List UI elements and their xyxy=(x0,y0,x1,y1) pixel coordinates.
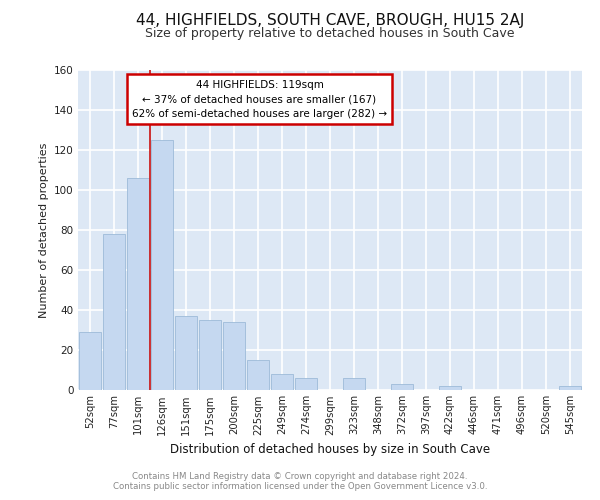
Bar xyxy=(103,234,125,390)
Bar xyxy=(199,320,221,390)
Y-axis label: Number of detached properties: Number of detached properties xyxy=(38,142,49,318)
Bar xyxy=(439,386,461,390)
Bar xyxy=(343,378,365,390)
Bar xyxy=(79,332,101,390)
Bar xyxy=(127,178,149,390)
Text: 44 HIGHFIELDS: 119sqm
← 37% of detached houses are smaller (167)
62% of semi-det: 44 HIGHFIELDS: 119sqm ← 37% of detached … xyxy=(132,80,387,119)
Text: Size of property relative to detached houses in South Cave: Size of property relative to detached ho… xyxy=(145,28,515,40)
Text: Contains HM Land Registry data © Crown copyright and database right 2024.: Contains HM Land Registry data © Crown c… xyxy=(132,472,468,481)
Text: Contains public sector information licensed under the Open Government Licence v3: Contains public sector information licen… xyxy=(113,482,487,491)
Bar xyxy=(391,384,413,390)
Bar xyxy=(271,374,293,390)
Bar xyxy=(175,316,197,390)
Bar xyxy=(151,140,173,390)
Bar xyxy=(223,322,245,390)
Text: 44, HIGHFIELDS, SOUTH CAVE, BROUGH, HU15 2AJ: 44, HIGHFIELDS, SOUTH CAVE, BROUGH, HU15… xyxy=(136,12,524,28)
Bar xyxy=(295,378,317,390)
X-axis label: Distribution of detached houses by size in South Cave: Distribution of detached houses by size … xyxy=(170,443,490,456)
Bar xyxy=(247,360,269,390)
Bar xyxy=(559,386,581,390)
